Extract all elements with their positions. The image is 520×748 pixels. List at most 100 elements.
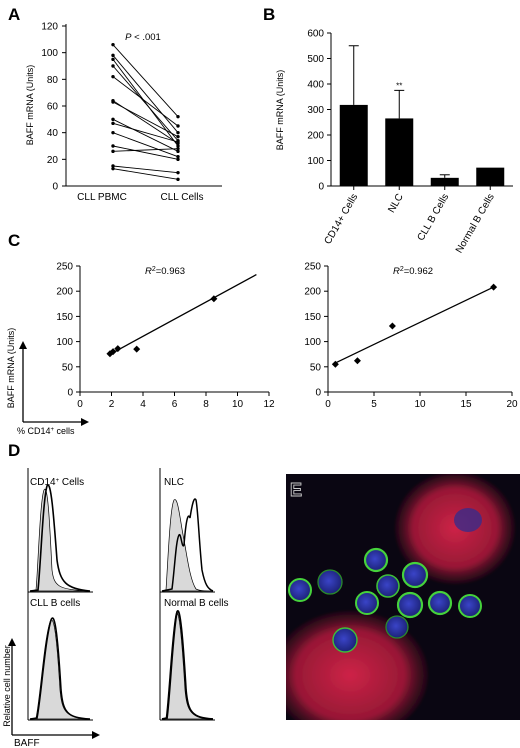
data-point	[353, 357, 361, 365]
data-point	[210, 295, 218, 303]
cll-point	[176, 154, 180, 159]
histogram-title-cd14: CD14+ Cells	[30, 477, 84, 488]
histogram-baff-curve	[29, 484, 91, 592]
bar	[430, 177, 459, 186]
data-point	[133, 345, 141, 353]
regression-line	[332, 285, 496, 365]
y-tick-label: 300	[307, 105, 324, 116]
y-tick-label: 250	[304, 262, 321, 273]
pair-line	[112, 165, 179, 174]
histogram-baff-curve	[161, 498, 214, 592]
panel-a-category-label: CLL Cells	[161, 192, 204, 203]
pair-line	[112, 148, 179, 152]
cll-point	[176, 114, 180, 119]
panel-a-p-text: < .001	[132, 32, 161, 43]
r2-sup: 2	[152, 266, 156, 273]
y-tick-label: 100	[304, 337, 321, 348]
pair-line	[112, 168, 179, 180]
cll-point	[176, 140, 180, 144]
data-point	[388, 322, 396, 330]
y-tick-label: 0	[315, 388, 321, 399]
y-tick-label: 150	[56, 312, 73, 323]
cll-point	[176, 130, 180, 135]
y-tick-label: 60	[47, 102, 59, 113]
category-label: Normal B Cells	[454, 192, 497, 255]
y-tick-label: 200	[56, 287, 73, 298]
panel-a-y-axis-title: BAFF mRNA (Units)	[25, 65, 35, 146]
histogram-y-axis-title: Relative cell number	[2, 645, 12, 727]
pair-line	[112, 132, 179, 158]
pair-line	[112, 118, 179, 152]
panel-c-left-scatter: R2=0.963 BAFF mRNA (Units) % CD14+ cells…	[6, 262, 275, 437]
data-point	[331, 360, 339, 368]
panel-c-right-r2: R2=0.962	[393, 266, 433, 278]
x-tick-label: 2	[109, 399, 115, 410]
x-tick-label: 15	[460, 399, 472, 410]
pbmc-point	[111, 57, 115, 62]
pbmc-point	[111, 64, 115, 68]
title-suffix: Cells	[59, 477, 84, 488]
cll-point	[176, 170, 180, 175]
pair-line	[112, 76, 179, 127]
x-tick-label: 20	[506, 399, 518, 410]
panel-letter-d: D	[8, 441, 20, 460]
pbmc-point	[111, 42, 115, 47]
cll-point	[176, 146, 180, 151]
y-tick-label: 50	[62, 362, 74, 373]
x-tick-label: 4	[140, 399, 146, 410]
y-tick-label: 100	[56, 337, 73, 348]
histogram-isotype-fill	[29, 488, 91, 592]
regression-line	[108, 273, 257, 356]
panel-b-y-axis-title: BAFF mRNA (Units)	[275, 70, 285, 151]
y-tick-label: 100	[307, 156, 324, 167]
category-label: CLL B Cells	[416, 192, 452, 243]
panel-a-paired-chart: BAFF mRNA (Units) CLL PBMC CLL Cells P <…	[25, 22, 222, 203]
panel-d-histograms: CD14+ Cells NLC CLL B cells Normal B cel…	[2, 468, 228, 748]
x-tick-label: 0	[77, 399, 83, 410]
pair-line	[112, 145, 179, 160]
y-tick-label: 200	[307, 131, 324, 142]
cll-point	[176, 124, 180, 128]
y-tick-label: 150	[304, 312, 321, 323]
panel-c-right-scatter: R2=0.962 0 50 100 150 200 250 0 5 10 15 20	[304, 262, 518, 411]
histogram-title-cll-b: CLL B cells	[30, 598, 80, 609]
y-tick-label: 0	[67, 388, 73, 399]
nurselike-cell	[395, 474, 515, 584]
bar	[476, 167, 505, 186]
y-tick-label: 80	[47, 75, 59, 86]
x-tick-label: 6	[172, 399, 178, 410]
nucleus	[454, 508, 482, 532]
pbmc-point	[111, 130, 115, 135]
pair-line	[112, 101, 179, 138]
x-tick-label: 10	[414, 399, 426, 410]
histogram-x-axis-title: BAFF	[14, 738, 40, 748]
panel-c-left-r2: R2=0.963	[145, 266, 185, 278]
nurselike-cell	[286, 611, 428, 720]
pbmc-point	[111, 100, 115, 104]
pair-line	[112, 65, 179, 141]
pbmc-point	[111, 164, 115, 168]
title-sup: +	[56, 478, 60, 484]
cll-point	[176, 149, 180, 154]
x-label-sup: +	[51, 427, 55, 433]
y-tick-label: 50	[310, 362, 322, 373]
pbmc-point	[111, 53, 115, 58]
bar	[339, 104, 368, 186]
y-tick-label: 20	[47, 155, 59, 166]
y-tick-label: 500	[307, 54, 324, 65]
y-tick-label: 200	[304, 287, 321, 298]
histogram-title-normal-b: Normal B cells	[164, 598, 228, 609]
cll-point	[176, 177, 180, 182]
y-tick-label: 600	[307, 29, 324, 40]
pbmc-point	[111, 144, 115, 148]
pbmc-point	[111, 149, 115, 154]
y-tick-label: 0	[318, 182, 324, 193]
bar	[385, 118, 414, 186]
pair-line	[112, 122, 179, 143]
pbmc-point	[111, 117, 115, 122]
pair-line	[112, 55, 179, 133]
histogram-isotype-fill	[161, 499, 214, 592]
panel-a-category-label: CLL PBMC	[77, 192, 127, 203]
panel-letter-c: C	[8, 231, 20, 250]
